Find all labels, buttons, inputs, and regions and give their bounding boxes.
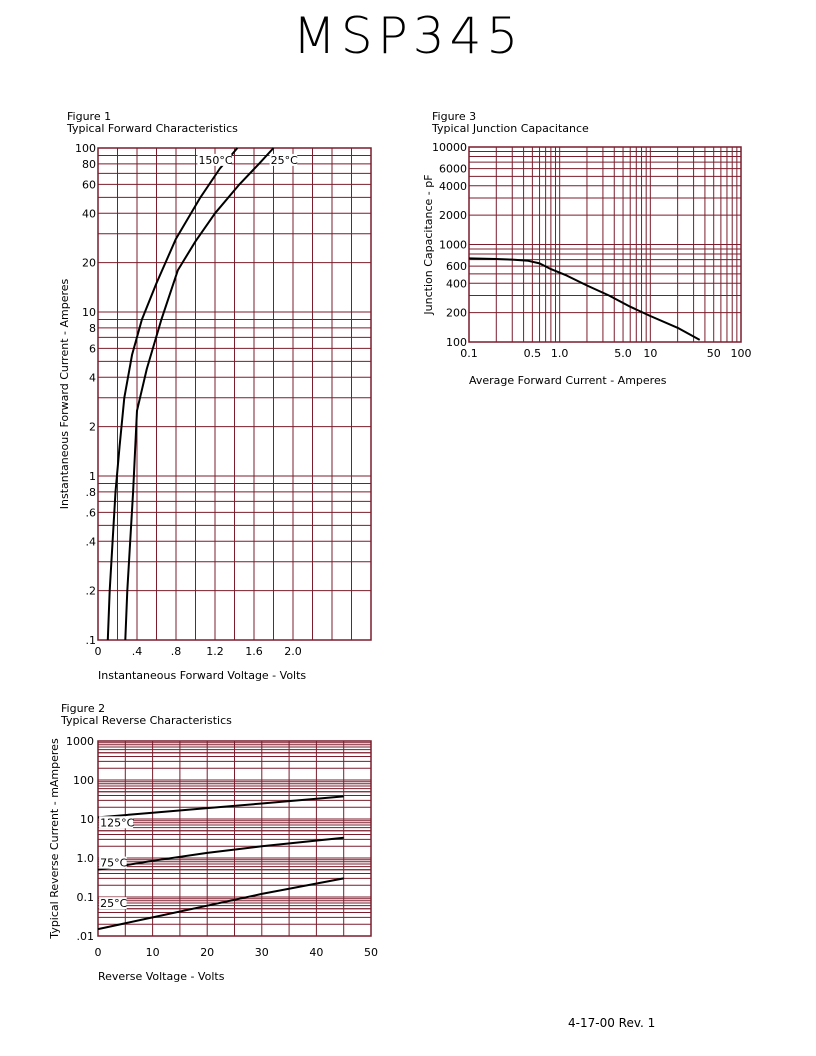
fig1-series-label-bg [197,153,232,166]
fig3-y-tick-label: 2000 [439,209,467,222]
fig2-x-tick-label: 0 [95,946,102,959]
figure-2-caption: Typical Reverse Characteristics [61,714,232,727]
fig2-series-line-3 [97,877,344,931]
fig1-series-line-1 [106,147,239,641]
fig2-series-label-2: 75°C [100,857,127,870]
fig3-x-tick-label: 1.0 [551,347,569,360]
fig1-x-tick-label: 0 [95,645,102,658]
page-title: MSP345 [292,7,524,65]
fig3-y-tick-label: 4000 [439,180,467,193]
fig1-y-tick-label: 80 [82,158,96,171]
fig2-series-line-2 [97,836,344,871]
fig1-series-label-1: 150°C [198,154,232,167]
fig2-y-tick-label: 1.0 [77,852,95,865]
figure-1-number: Figure 1 [67,110,112,123]
fig1-y-tick-label: 1 [89,470,96,483]
fig3-y-tick-label: 400 [446,277,467,290]
fig1-y-tick-label: 40 [82,207,96,220]
fig1-y-tick-label: .1 [86,634,97,647]
fig3-y-axis-label: Junction Capacitance - pF [422,174,435,315]
fig3-x-tick-label: 5.0 [614,347,632,360]
revision-note: 4-17-00 Rev. 1 [568,1016,656,1030]
fig2-x-axis-label: Reverse Voltage - Volts [98,970,225,983]
fig1-y-tick-label: .2 [86,585,97,598]
fig1-y-tick-label: 2 [89,421,96,434]
fig2-y-tick-label: 0.1 [77,891,95,904]
fig1-y-tick-label: .8 [86,486,97,499]
fig2-y-tick-label: .01 [77,930,95,943]
fig1-series-label-2: 25°C [271,154,298,167]
fig3-y-tick-label: 10000 [432,141,467,154]
fig3-x-tick-label: 10 [643,347,657,360]
fig1-x-tick-label: 1.6 [245,645,263,658]
fig1-y-tick-label: 20 [82,257,96,270]
fig3-series-line-1 [468,257,701,341]
fig3-x-tick-label: 0.5 [524,347,542,360]
fig2-y-tick-label: 10 [80,813,94,826]
fig1-y-tick-label: 100 [75,142,96,155]
fig1-y-tick-label: .4 [86,535,97,548]
fig1-x-tick-label: 1.2 [206,645,224,658]
fig2-series-label-bg [99,816,134,829]
fig3-plot-frame [468,146,742,343]
fig1-y-axis-label: Instantaneous Forward Current - Amperes [58,278,71,509]
fig1-y-tick-label: 4 [89,371,96,384]
fig3-y-tick-label: 100 [446,336,467,349]
figure-3-number: Figure 3 [432,110,477,123]
fig1-y-tick-label: 10 [82,306,96,319]
fig2-x-tick-label: 40 [309,946,323,959]
fig1-y-tick-label: 8 [89,322,96,335]
fig2-plot-frame [97,740,372,937]
fig2-y-tick-label: 1000 [66,735,94,748]
fig2-series-label-3: 25°C [100,897,127,910]
fig1-y-tick-label: 6 [89,342,96,355]
figure-3-caption: Typical Junction Capacitance [432,122,589,135]
fig2-series-line-1 [97,795,344,819]
fig3-y-tick-label: 1000 [439,239,467,252]
fig3-x-axis-label: Average Forward Current - Amperes [469,374,667,387]
fig1-y-tick-label: .6 [86,506,97,519]
fig1-y-tick-label: 60 [82,178,96,191]
fig3-x-tick-label: 100 [731,347,752,360]
fig1-series-label-bg [269,153,298,166]
fig2-x-tick-label: 20 [200,946,214,959]
fig1-x-axis-label: Instantaneous Forward Voltage - Volts [98,669,306,682]
fig2-y-axis-label: Typical Reverse Current - mAmperes [48,738,61,940]
figure-1-caption: Typical Forward Characteristics [67,122,238,135]
fig1-x-tick-label: .4 [132,645,143,658]
fig2-series-label-bg [99,897,127,910]
fig2-series-label-1: 125°C [100,816,134,829]
fig3-y-tick-label: 200 [446,307,467,320]
fig2-y-tick-label: 100 [73,774,94,787]
fig2-x-tick-label: 10 [146,946,160,959]
fig2-x-tick-label: 30 [255,946,269,959]
fig2-series-label-bg [99,856,127,869]
fig3-x-tick-label: 50 [707,347,721,360]
figure-2-number: Figure 2 [61,702,106,715]
fig3-y-tick-label: 6000 [439,163,467,176]
fig3-y-tick-label: 600 [446,260,467,273]
fig1-x-tick-label: 2.0 [284,645,302,658]
fig3-x-tick-label: 0.1 [460,347,478,360]
fig1-series-line-2 [124,147,275,641]
fig1-x-tick-label: .8 [171,645,182,658]
fig2-x-tick-label: 50 [364,946,378,959]
fig1-plot-frame [97,147,372,641]
